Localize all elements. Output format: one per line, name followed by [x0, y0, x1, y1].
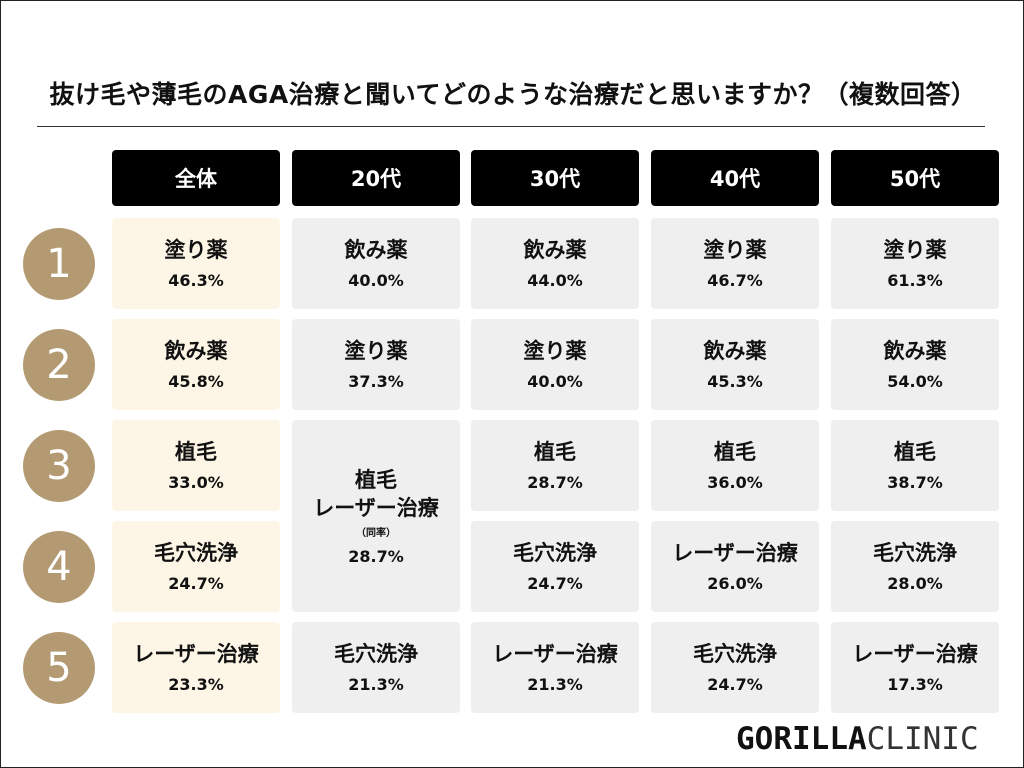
age30-rank-5-cell: レーザー治療 21.3%: [471, 622, 639, 713]
percentage: 45.8%: [168, 372, 224, 391]
treatment-name: 塗り薬: [883, 238, 947, 262]
treatment-name: 飲み薬: [883, 339, 947, 363]
treatment-name: 植毛: [534, 440, 576, 464]
survey-title: 抜け毛や薄毛のAGA治療と聞いてどのような治療だと思いますか？（複数回答）: [49, 80, 977, 109]
treatment-name: 植毛: [714, 440, 756, 464]
treatment-name: レーザー治療: [672, 541, 798, 565]
treatment-name: 毛穴洗浄: [154, 541, 238, 565]
age30-rank-3-cell: 植毛 28.7%: [471, 420, 639, 511]
age50-rank-3-cell: 植毛 38.7%: [831, 420, 999, 511]
age50-rank-4-cell: 毛穴洗浄 28.0%: [831, 521, 999, 612]
age20-rank-5-cell: 毛穴洗浄 21.3%: [292, 622, 460, 713]
column-header-20s: 20代: [292, 150, 460, 206]
logo-word-bold: GORILLA: [736, 721, 867, 757]
treatment-name: レーザー治療: [852, 642, 978, 666]
percentage: 45.3%: [707, 372, 763, 391]
treatment-name: 毛穴洗浄: [334, 642, 418, 666]
percentage: 36.0%: [707, 473, 763, 492]
age40-rank-4-cell: レーザー治療 26.0%: [651, 521, 819, 612]
age20-rank-3-tied-cell: 植毛 レーザー治療 （同率） 28.7%: [292, 420, 460, 612]
percentage: 40.0%: [527, 372, 583, 391]
column-header-30s: 30代: [471, 150, 639, 206]
percentage: 17.3%: [887, 675, 943, 694]
gorilla-clinic-logo: GORILLA CLINIC: [736, 719, 979, 759]
age20-rank-2-cell: 塗り薬 37.3%: [292, 319, 460, 410]
age40-rank-5-cell: 毛穴洗浄 24.7%: [651, 622, 819, 713]
treatment-name: 毛穴洗浄: [693, 642, 777, 666]
percentage: 23.3%: [168, 675, 224, 694]
treatment-name: 飲み薬: [344, 238, 408, 262]
title-divider: [37, 126, 985, 127]
rank-badge-3: 3: [23, 430, 95, 502]
percentage: 61.3%: [887, 271, 943, 290]
percentage: 54.0%: [887, 372, 943, 391]
logo-word-light: CLINIC: [866, 721, 979, 757]
treatment-name: 塗り薬: [344, 339, 408, 363]
age50-rank-5-cell: レーザー治療 17.3%: [831, 622, 999, 713]
age40-rank-1-cell: 塗り薬 46.7%: [651, 218, 819, 309]
percentage: 40.0%: [348, 271, 404, 290]
percentage: 33.0%: [168, 473, 224, 492]
percentage: 28.0%: [887, 574, 943, 593]
age40-rank-3-cell: 植毛 36.0%: [651, 420, 819, 511]
treatment-name: レーザー治療: [492, 642, 618, 666]
percentage: 24.7%: [168, 574, 224, 593]
tie-note: （同率）: [356, 528, 396, 539]
overall-rank-1-cell: 塗り薬 46.3%: [112, 218, 280, 309]
percentage: 44.0%: [527, 271, 583, 290]
percentage: 28.7%: [348, 547, 404, 566]
percentage: 46.3%: [168, 271, 224, 290]
percentage: 38.7%: [887, 473, 943, 492]
treatment-name-second: レーザー治療: [313, 496, 439, 520]
treatment-name: 植毛: [894, 440, 936, 464]
treatment-name: 毛穴洗浄: [873, 541, 957, 565]
overall-rank-3-cell: 植毛 33.0%: [112, 420, 280, 511]
treatment-name: 飲み薬: [164, 339, 228, 363]
treatment-name: 塗り薬: [523, 339, 587, 363]
overall-rank-2-cell: 飲み薬 45.8%: [112, 319, 280, 410]
treatment-name: 塗り薬: [164, 238, 228, 262]
rank-badge-2: 2: [23, 329, 95, 401]
column-header-50s: 50代: [831, 150, 999, 206]
rank-badge-4: 4: [23, 531, 95, 603]
percentage: 24.7%: [707, 675, 763, 694]
rank-badge-1: 1: [23, 228, 95, 300]
age30-rank-4-cell: 毛穴洗浄 24.7%: [471, 521, 639, 612]
treatment-name: 飲み薬: [523, 238, 587, 262]
column-header-overall: 全体: [112, 150, 280, 206]
percentage: 21.3%: [527, 675, 583, 694]
column-header-40s: 40代: [651, 150, 819, 206]
percentage: 26.0%: [707, 574, 763, 593]
age30-rank-1-cell: 飲み薬 44.0%: [471, 218, 639, 309]
percentage: 24.7%: [527, 574, 583, 593]
treatment-name: レーザー治療: [133, 642, 259, 666]
percentage: 37.3%: [348, 372, 404, 391]
age50-rank-2-cell: 飲み薬 54.0%: [831, 319, 999, 410]
treatment-name: 毛穴洗浄: [513, 541, 597, 565]
age20-rank-1-cell: 飲み薬 40.0%: [292, 218, 460, 309]
overall-rank-4-cell: 毛穴洗浄 24.7%: [112, 521, 280, 612]
age30-rank-2-cell: 塗り薬 40.0%: [471, 319, 639, 410]
treatment-name: 植毛: [175, 440, 217, 464]
percentage: 21.3%: [348, 675, 404, 694]
treatment-name: 塗り薬: [703, 238, 767, 262]
age50-rank-1-cell: 塗り薬 61.3%: [831, 218, 999, 309]
rank-badge-5: 5: [23, 632, 95, 704]
treatment-name: 植毛: [355, 468, 397, 492]
overall-rank-5-cell: レーザー治療 23.3%: [112, 622, 280, 713]
percentage: 46.7%: [707, 271, 763, 290]
treatment-name: 飲み薬: [703, 339, 767, 363]
age40-rank-2-cell: 飲み薬 45.3%: [651, 319, 819, 410]
percentage: 28.7%: [527, 473, 583, 492]
